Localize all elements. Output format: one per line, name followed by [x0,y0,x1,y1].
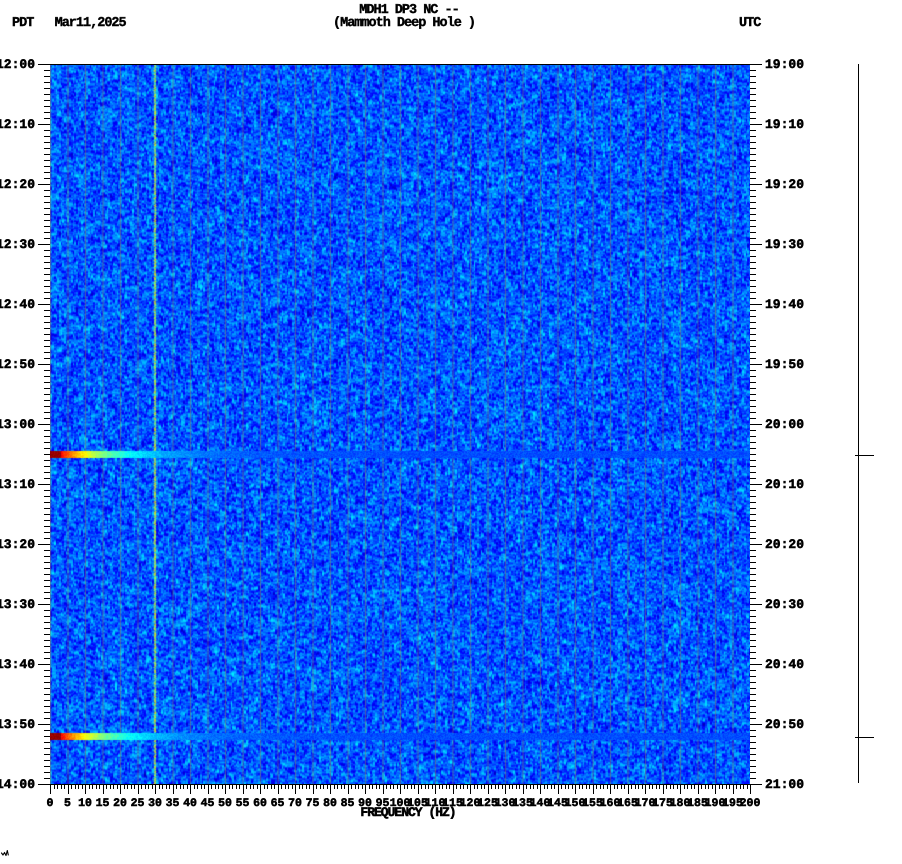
svg-text:50: 50 [218,797,232,810]
svg-text:95: 95 [376,797,390,810]
svg-text:165: 165 [617,797,638,810]
svg-text:15: 15 [96,797,110,810]
svg-text:170: 170 [635,797,656,810]
svg-text:175: 175 [652,797,673,810]
svg-text:115: 115 [442,797,463,810]
svg-text:5: 5 [64,797,71,810]
svg-text:155: 155 [582,797,603,810]
svg-text:55: 55 [236,797,250,810]
svg-text:125: 125 [477,797,498,810]
svg-text:12:50: 12:50 [0,357,35,372]
svg-text:120: 120 [460,797,481,810]
svg-text:19:30: 19:30 [765,237,804,252]
svg-text:12:20: 12:20 [0,177,35,192]
svg-text:180: 180 [670,797,691,810]
svg-text:12:10: 12:10 [0,117,35,132]
svg-text:20:40: 20:40 [765,657,804,672]
svg-text:140: 140 [530,797,551,810]
svg-text:12:40: 12:40 [0,297,35,312]
svg-text:25: 25 [131,797,145,810]
svg-text:70: 70 [288,797,302,810]
svg-text:19:50: 19:50 [765,357,804,372]
svg-text:45: 45 [201,797,215,810]
svg-text:40: 40 [183,797,197,810]
svg-text:130: 130 [495,797,516,810]
svg-text:195: 195 [722,797,743,810]
svg-text:105: 105 [407,797,428,810]
svg-text:13:20: 13:20 [0,537,35,552]
svg-text:12:00: 12:00 [0,57,35,72]
svg-text:90: 90 [358,797,372,810]
svg-text:135: 135 [512,797,533,810]
svg-text:14:00: 14:00 [0,777,35,792]
svg-text:19:40: 19:40 [765,297,804,312]
svg-text:10: 10 [78,797,92,810]
svg-text:35: 35 [166,797,180,810]
svg-text:65: 65 [271,797,285,810]
svg-text:145: 145 [547,797,568,810]
svg-text:FREQUENCY (HZ): FREQUENCY (HZ) [360,805,455,820]
svg-text:19:20: 19:20 [765,177,804,192]
svg-text:150: 150 [565,797,586,810]
svg-text:185: 185 [687,797,708,810]
svg-text:13:10: 13:10 [0,477,35,492]
svg-text:20:00: 20:00 [765,417,804,432]
svg-text:0: 0 [47,797,54,810]
svg-text:19:00: 19:00 [765,57,804,72]
svg-text:85: 85 [341,797,355,810]
svg-text:75: 75 [306,797,320,810]
svg-text:60: 60 [253,797,267,810]
svg-text:160: 160 [600,797,621,810]
svg-text:21:00: 21:00 [765,777,804,792]
svg-text:20:10: 20:10 [765,477,804,492]
svg-text:20: 20 [113,797,127,810]
svg-text:13:50: 13:50 [0,717,35,732]
svg-text:80: 80 [323,797,337,810]
svg-text:200: 200 [740,797,761,810]
svg-text:13:30: 13:30 [0,597,35,612]
svg-text:20:20: 20:20 [765,537,804,552]
svg-text:190: 190 [705,797,726,810]
svg-text:19:10: 19:10 [765,117,804,132]
svg-text:12:30: 12:30 [0,237,35,252]
svg-text:20:30: 20:30 [765,597,804,612]
svg-text:13:00: 13:00 [0,417,35,432]
svg-text:100: 100 [390,797,411,810]
svg-text:30: 30 [148,797,162,810]
svg-text:13:40: 13:40 [0,657,35,672]
svg-text:20:50: 20:50 [765,717,804,732]
svg-text:110: 110 [425,797,446,810]
